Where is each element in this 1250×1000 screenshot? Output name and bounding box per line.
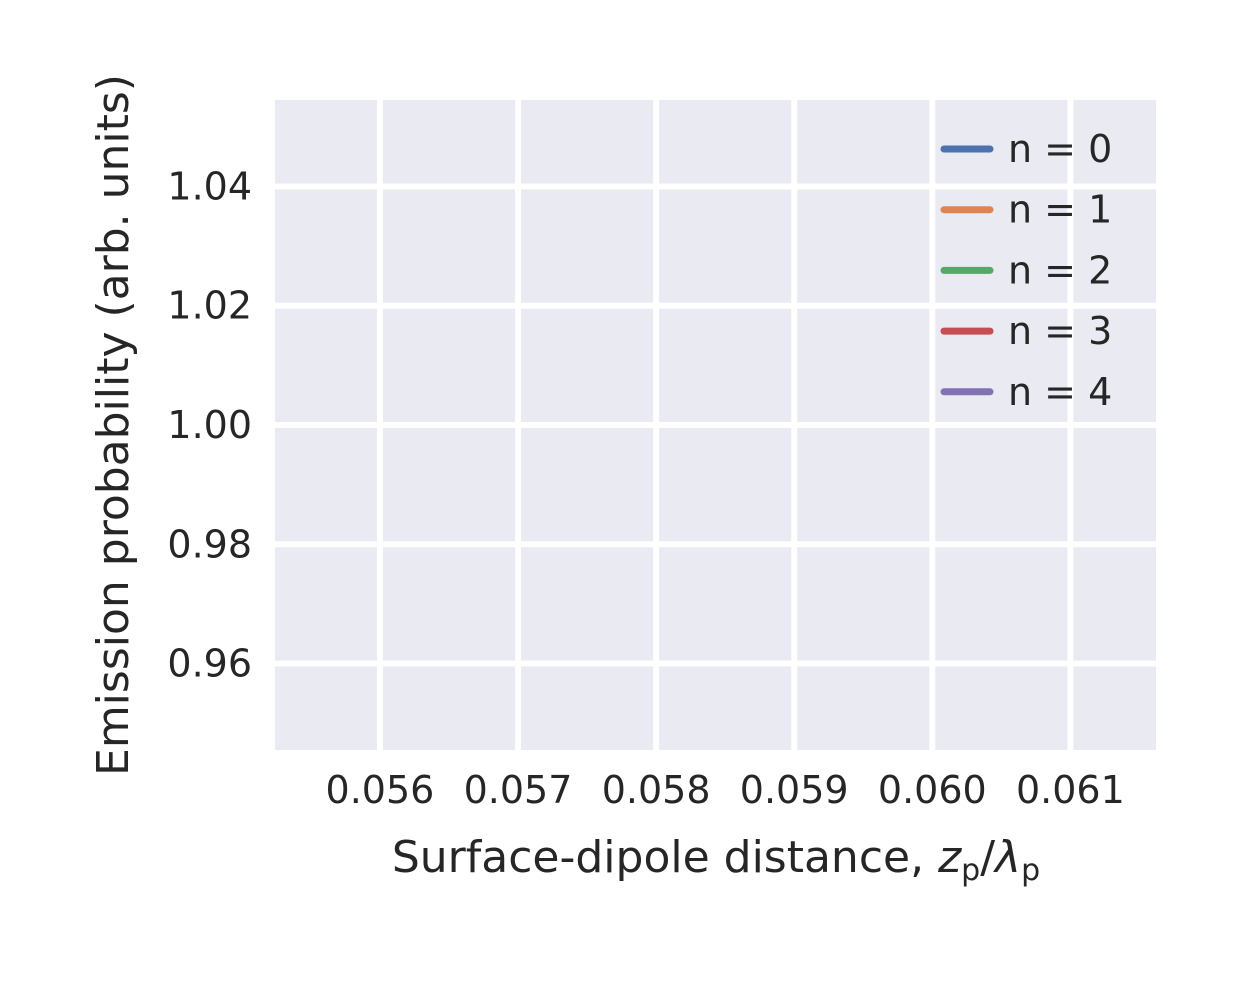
x-axis-label: Surface-dipole distance, zp/λp bbox=[392, 832, 1040, 888]
x-tick-label: 0.060 bbox=[878, 768, 987, 812]
y-tick-label: 0.96 bbox=[167, 642, 252, 686]
y-tick-label: 1.02 bbox=[167, 284, 252, 328]
y-axis-label: Emission probability (arb. units) bbox=[88, 74, 139, 776]
legend-label: n = 2 bbox=[1008, 248, 1112, 292]
y-tick-label: 0.98 bbox=[167, 522, 252, 566]
x-tick-label: 0.059 bbox=[740, 768, 849, 812]
x-tick-labels: 0.056 0.057 0.058 0.059 0.060 0.061 bbox=[326, 768, 1125, 812]
legend-label: n = 0 bbox=[1008, 127, 1112, 171]
legend-label: n = 3 bbox=[1008, 309, 1112, 353]
legend-label: n = 1 bbox=[1008, 188, 1112, 232]
x-tick-label: 0.056 bbox=[326, 768, 435, 812]
y-tick-label: 1.04 bbox=[167, 164, 252, 208]
x-tick-label: 0.058 bbox=[602, 768, 711, 812]
x-tick-label: 0.061 bbox=[1016, 768, 1125, 812]
y-tick-labels: 0.96 0.98 1.00 1.02 1.04 bbox=[167, 164, 252, 685]
grid-lines bbox=[275, 100, 1156, 750]
legend-label: n = 4 bbox=[1008, 370, 1112, 414]
legend: n = 0 n = 1 n = 2 n = 3 n = 4 bbox=[940, 127, 1112, 414]
y-tick-label: 1.00 bbox=[167, 403, 252, 447]
x-tick-label: 0.057 bbox=[464, 768, 573, 812]
